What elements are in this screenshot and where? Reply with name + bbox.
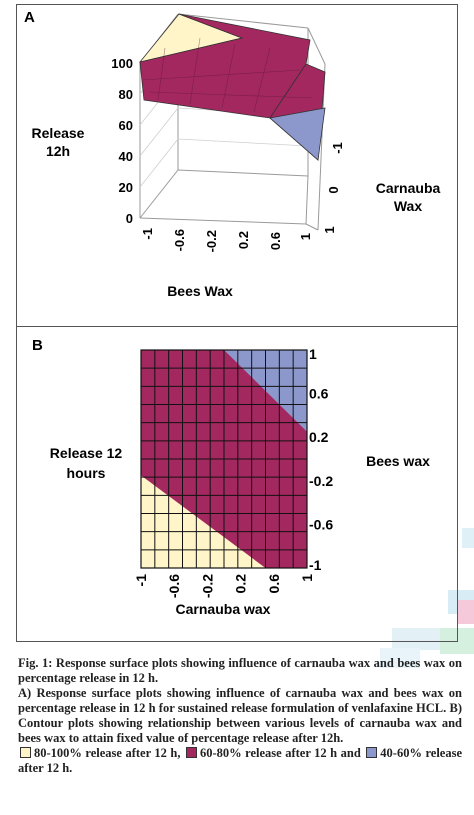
carnauba-tick-b-m02: -0.2 <box>199 574 215 598</box>
decor-tile <box>458 600 474 624</box>
contour-grid <box>141 350 307 568</box>
legend-swatch-yellow <box>20 747 31 758</box>
contour-border <box>140 349 308 569</box>
z-tick-100: 100 <box>111 56 133 71</box>
bees-tick-b-1: 1 <box>309 346 317 362</box>
panel-label-a: A <box>24 9 35 26</box>
figure-frame <box>16 4 458 642</box>
carnauba-tick-b-02: 0.2 <box>233 574 249 594</box>
legend-swatch-magenta <box>186 747 197 758</box>
caption-body: A) Response surface plots showing influe… <box>18 686 462 745</box>
surface-mesh <box>141 37 313 113</box>
bees-tick-b-m02: -0.2 <box>309 473 333 489</box>
bees-wax-tick-labels: -1 -0.6 -0.2 0.2 0.6 1 <box>140 228 313 252</box>
legend-text-80-100: 80-100% release after 12 h, <box>34 746 181 760</box>
z-tick-0: 0 <box>126 211 133 226</box>
x-axis-label-bees-wax: Bees Wax <box>167 283 233 299</box>
z-tick-60: 60 <box>119 118 133 133</box>
panel-divider <box>16 326 458 327</box>
surface-band-60-80 <box>139 13 311 119</box>
decor-tile <box>462 528 474 548</box>
release-label-line2: hours <box>67 465 106 481</box>
bees-tick-1: 1 <box>298 233 313 240</box>
y-axis-label-line1: Carnauba <box>376 180 441 196</box>
carnauba-tick-b-1: 1 <box>299 574 315 582</box>
bees-tick-02: 0.2 <box>236 231 251 249</box>
bees-tick-b-m06: -0.6 <box>309 516 333 532</box>
y-axis-label-line2: Wax <box>394 198 422 214</box>
carnauba-tick-labels: -1 0 1 <box>322 142 345 233</box>
bees-tick-m1: -1 <box>140 228 155 240</box>
contour-plot-b: B 1 0.6 0.2 -0.2 -0.6 -1 -1 -0.6 -0.2 0.… <box>32 337 430 617</box>
caption-legend: 80-100% release after 12 h, 60-80% relea… <box>18 746 462 776</box>
bees-tick-b-06: 0.6 <box>309 386 329 402</box>
decor-tile <box>380 648 420 668</box>
bees-tick-b-02: 0.2 <box>309 429 329 445</box>
bees-tick-06: 0.6 <box>268 232 283 250</box>
legend-swatch-blue <box>366 747 378 758</box>
z-tick-20: 20 <box>119 180 133 195</box>
carnauba-tick-b-m06: -0.6 <box>166 574 182 598</box>
release-label-line1: Release 12 <box>50 445 123 461</box>
panel-label-b: B <box>32 337 43 354</box>
bees-tick-b-m1: -1 <box>309 557 322 573</box>
z-tick-80: 80 <box>119 87 133 102</box>
legend-text-60-80: 60-80% release after 12 h and <box>200 746 361 760</box>
carnauba-tick-m1: -1 <box>330 142 345 154</box>
z-tick-40: 40 <box>119 149 133 164</box>
surface-plot-a: A 0 20 40 <box>24 9 441 299</box>
legend-text-40-60: 40-60% release after 12 h. <box>18 746 462 775</box>
carnauba-ticks-b: -1 -0.6 -0.2 0.2 0.6 1 <box>133 574 315 598</box>
carnauba-tick-b-m1: -1 <box>133 574 149 587</box>
caption-title: Fig. 1: Response surface plots showing i… <box>18 656 462 685</box>
z-axis-label-line2: 12h <box>46 143 70 159</box>
carnauba-tick-0: 0 <box>326 186 341 193</box>
y-axis-label-bees-wax: Bees wax <box>366 453 430 469</box>
carnauba-tick-b-06: 0.6 <box>266 574 282 594</box>
bees-wax-ticks-b: 1 0.6 0.2 -0.2 -0.6 -1 <box>309 346 333 573</box>
z-axis-label-line1: Release <box>32 125 85 141</box>
carnauba-tick-1: 1 <box>322 226 337 233</box>
x-axis-label-carnauba-wax: Carnauba wax <box>176 601 271 617</box>
surface-band-40-60 <box>269 107 326 161</box>
bees-tick-m02: -0.2 <box>204 230 219 252</box>
decor-tile <box>392 628 448 650</box>
figure-caption: Fig. 1: Response surface plots showing i… <box>18 656 462 776</box>
z-tick-labels: 0 20 40 60 80 100 <box>111 56 133 226</box>
bees-tick-m06: -0.6 <box>172 229 187 251</box>
